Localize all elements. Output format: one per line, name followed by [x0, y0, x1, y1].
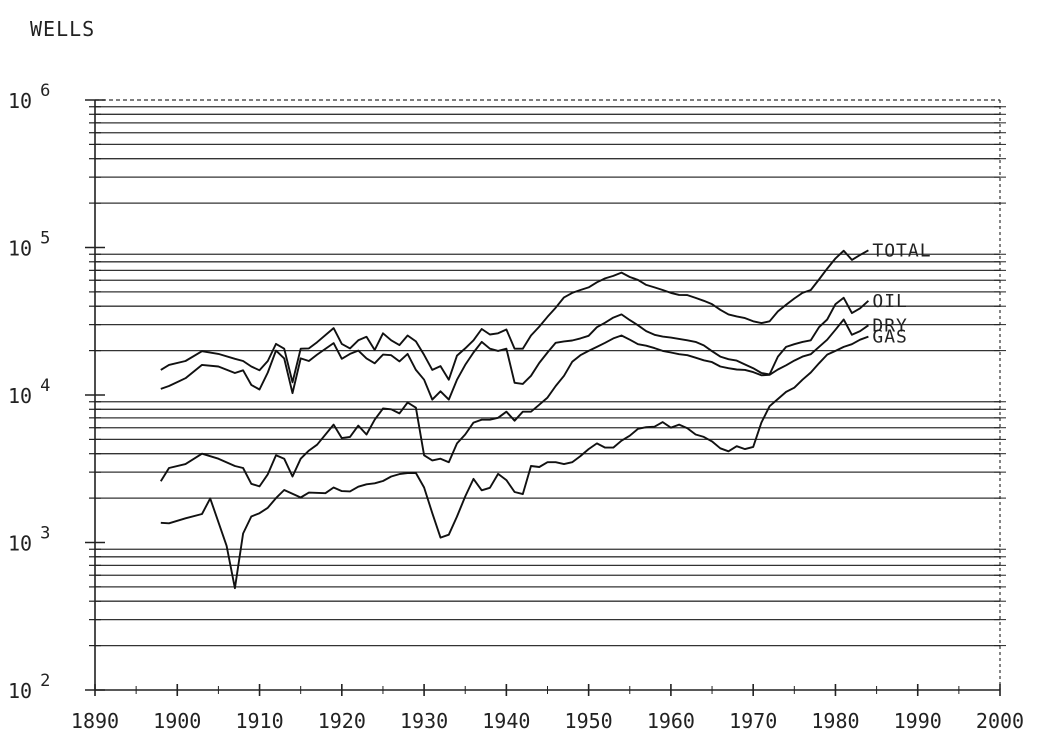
- series-label-dry: DRY: [872, 315, 908, 336]
- x-tick-label: 1960: [647, 709, 695, 733]
- x-tick-label: 1990: [894, 709, 942, 733]
- series-line-oil: [160, 296, 870, 401]
- x-tick-label: 1970: [729, 709, 777, 733]
- y-axis-title: WELLS: [30, 17, 95, 41]
- axes: [85, 99, 1006, 696]
- x-tick-label: 1980: [811, 709, 859, 733]
- y-tick-label: 10 6: [8, 81, 50, 113]
- x-tick-label: 1950: [565, 709, 613, 733]
- y-tick-label: 10 5: [8, 229, 50, 261]
- x-tick-labels: 1890 1900 1910 1920 1930 1940 1950 1960 1970 1980…: [71, 709, 1024, 733]
- x-tick-label: 1890: [71, 709, 119, 733]
- x-tick-label: 1900: [153, 709, 201, 733]
- y-tick-label: 10 2: [8, 671, 50, 703]
- series-label-gas: GAS: [872, 327, 908, 348]
- series-lines: [159, 249, 870, 590]
- x-tick-label: 1920: [318, 709, 366, 733]
- x-tick-label: 1910: [235, 709, 283, 733]
- gridlines: [95, 106, 1000, 647]
- series-line-dry: [159, 318, 869, 488]
- y-tick-label: 10 3: [8, 524, 50, 556]
- x-tick-label: 1940: [482, 709, 530, 733]
- x-tick-label: 2000: [976, 709, 1024, 733]
- series-label-total: TOTAL: [872, 240, 931, 261]
- series-line-total: [160, 249, 869, 384]
- series-line-gas: [160, 335, 869, 590]
- x-tick-label: 1930: [400, 709, 448, 733]
- y-tick-label: 10 4: [8, 376, 50, 408]
- series-label-oil: OIL: [872, 291, 908, 312]
